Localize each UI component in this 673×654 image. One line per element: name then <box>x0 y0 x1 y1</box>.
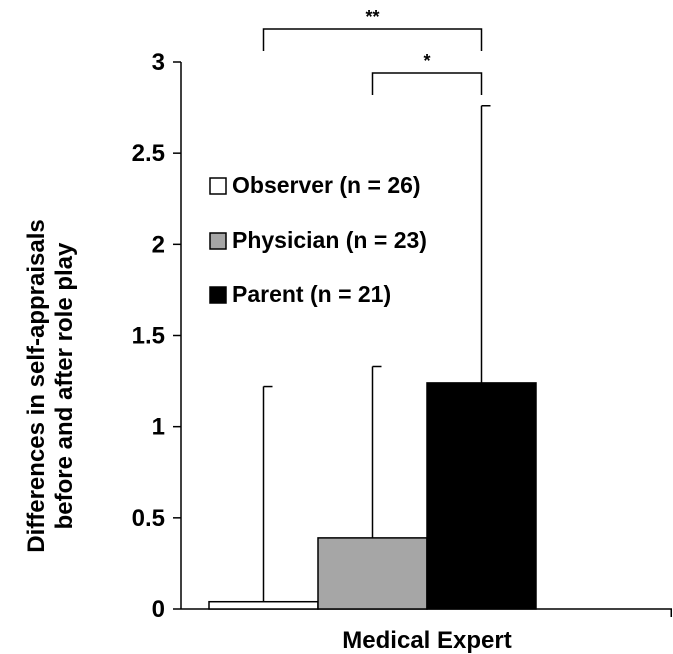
legend-swatch-physician <box>209 232 227 250</box>
legend-swatch-parent <box>209 286 227 304</box>
y-axis-label-line2: before and after role play <box>51 242 78 529</box>
x-axis <box>181 608 672 617</box>
significance-label: ** <box>365 7 379 27</box>
y-tick-label: 1 <box>152 414 165 441</box>
legend-label-physician: Physician (n = 23) <box>232 227 427 253</box>
bar-physician <box>317 537 428 610</box>
significance-label: * <box>423 51 430 71</box>
significance-bracket <box>371 72 483 95</box>
significance-brackets: *** <box>262 7 483 95</box>
y-tick-label: 1.5 <box>132 323 165 350</box>
y-tick-label: 3 <box>152 49 165 76</box>
error-bars <box>262 105 491 602</box>
y-tick-label: 2.5 <box>132 140 165 167</box>
y-axis-label-line1: Differences in self-appraisals <box>23 219 50 552</box>
legend-label-parent: Parent (n = 21) <box>232 281 391 307</box>
legend-swatch-observer <box>209 177 227 195</box>
bars <box>208 382 537 610</box>
y-tick-label: 0.5 <box>132 505 165 532</box>
y-axis: 0 0.5 1 1.5 2 2.5 3 <box>132 49 182 623</box>
x-axis-label: Medical Expert <box>342 627 511 654</box>
y-tick-label: 2 <box>152 231 165 258</box>
significance-bracket <box>262 28 483 51</box>
bar-observer <box>208 600 319 610</box>
legend-label-observer: Observer (n = 26) <box>232 172 421 198</box>
legend: Observer (n = 26) Physician (n = 23) Paren… <box>209 172 427 307</box>
y-tick-label: 0 <box>152 596 165 623</box>
bar-parent <box>426 382 537 610</box>
